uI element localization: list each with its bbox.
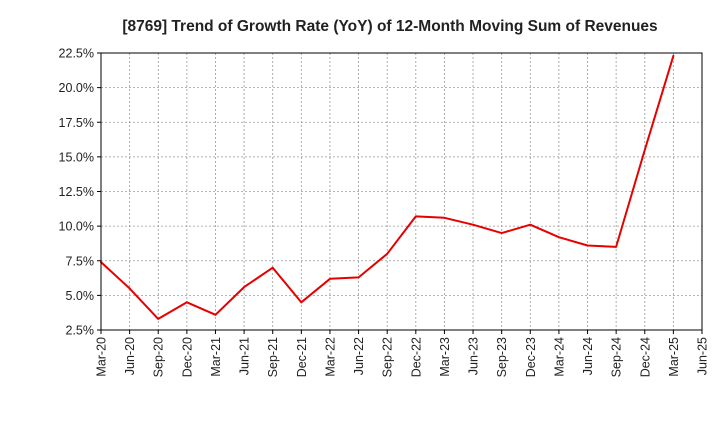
y-tick-label: 12.5%: [59, 185, 94, 199]
x-axis: Mar-20 Jun-20 Sep-20 Dec-20 Mar-21 Jun-21 Sep-…: [95, 330, 710, 377]
x-tick-label: Dec-20: [180, 337, 194, 377]
series-group: [100, 54, 675, 320]
y-tick-label: 2.5%: [66, 324, 95, 338]
x-tick-label: Dec-21: [295, 337, 309, 377]
x-tick-label: Jun-21: [238, 337, 252, 375]
x-tick-label: Mar-22: [323, 337, 337, 377]
x-tick-label: Mar-24: [552, 337, 566, 377]
x-tick-label: Dec-22: [409, 337, 423, 377]
x-tick-label: Jun-23: [467, 337, 481, 375]
x-tick-label: Mar-23: [438, 337, 452, 377]
x-tick-label: Jun-24: [581, 337, 595, 375]
y-tick-label: 7.5%: [66, 254, 95, 268]
y-tick-label: 10.0%: [59, 220, 94, 234]
chart-title: [8769] Trend of Growth Rate (YoY) of 12-…: [122, 18, 657, 35]
x-tick-label: Mar-21: [209, 337, 223, 377]
x-tick-label: Sep-24: [610, 337, 624, 377]
y-tick-label: 17.5%: [59, 116, 94, 130]
x-tick-label: Sep-21: [266, 337, 280, 377]
grid-lines: [101, 53, 702, 330]
series-line: [100, 54, 675, 320]
x-tick-label: Dec-23: [524, 337, 538, 377]
y-tick-label: 20.0%: [59, 81, 94, 95]
x-tick-label: Sep-20: [152, 337, 166, 377]
y-axis: 2.5% 5.0% 7.5% 10.0% 12.5% 15.0% 17.5% 20.0% 22.…: [59, 47, 101, 338]
y-tick-label: 22.5%: [59, 47, 94, 61]
x-tick-label: Sep-22: [381, 337, 395, 377]
plot-area-frame: [100, 52, 703, 331]
y-tick-label: 5.0%: [66, 289, 95, 303]
y-tick-label: 15.0%: [59, 150, 94, 164]
x-tick-label: Dec-24: [638, 337, 652, 377]
x-tick-label: Jun-22: [352, 337, 366, 375]
x-tick-label: Sep-23: [495, 337, 509, 377]
x-tick-label: Jun-25: [696, 337, 710, 375]
x-tick-label: Mar-20: [95, 337, 109, 377]
x-tick-label: Mar-25: [667, 337, 681, 377]
x-tick-label: Jun-20: [123, 337, 137, 375]
